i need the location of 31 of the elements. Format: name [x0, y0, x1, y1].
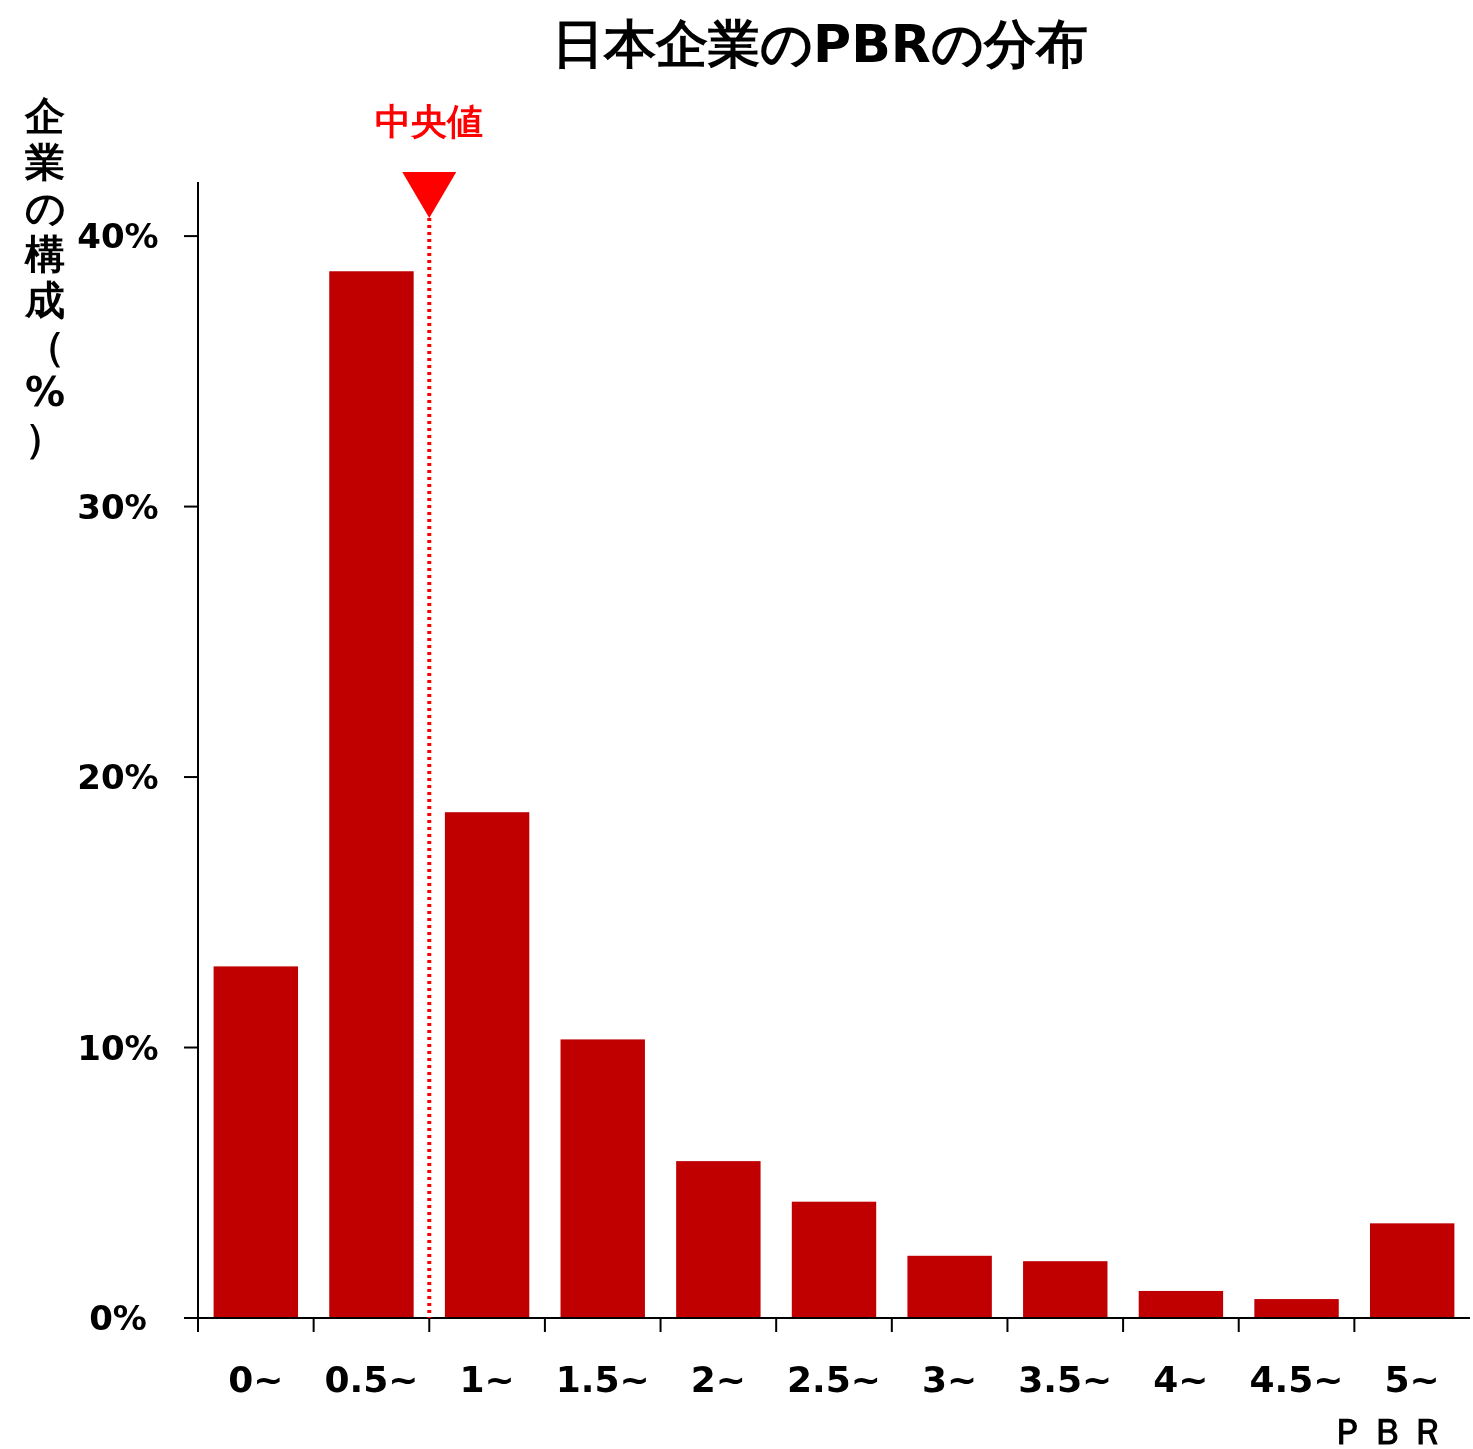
x-tick-label: 1.5~ — [555, 1359, 650, 1400]
bar — [676, 1161, 761, 1318]
y-axis-title: 企業の構成（%） — [24, 93, 66, 461]
x-tick-label: 1~ — [459, 1359, 515, 1400]
y-tick-label: 30% — [77, 486, 159, 527]
x-tick-label: 0.5~ — [324, 1359, 419, 1400]
x-tick-label: 5~ — [1384, 1359, 1440, 1400]
bar — [1369, 1223, 1455, 1318]
y-tick-label: 20% — [77, 757, 159, 798]
bar — [444, 812, 530, 1318]
x-tick-label: 2~ — [690, 1359, 746, 1400]
x-axis-title: ＰＢＲ — [1330, 1411, 1450, 1449]
x-tick-label: 4.5~ — [1249, 1359, 1344, 1400]
x-tick-label: 4~ — [1153, 1359, 1209, 1400]
x-tick-label: 3~ — [922, 1359, 978, 1400]
bar — [329, 271, 414, 1318]
bar — [791, 1201, 877, 1319]
bar — [1254, 1299, 1339, 1318]
bar — [1138, 1290, 1224, 1318]
y-tick-label: 10% — [77, 1027, 159, 1068]
bar — [213, 966, 299, 1318]
x-tick-label: 0~ — [228, 1359, 284, 1400]
y-tick-label: 0% — [89, 1298, 147, 1338]
x-tick-label: 3.5~ — [1018, 1359, 1113, 1400]
x-tick-label: 2.5~ — [787, 1359, 881, 1400]
ref-line-label: 中央値 — [375, 101, 484, 142]
chart-title: 日本企業のPBRの分布 — [552, 14, 1088, 74]
bar — [907, 1255, 992, 1318]
bar — [560, 1039, 645, 1318]
bar — [1023, 1261, 1108, 1318]
y-tick-label: 40% — [77, 216, 159, 257]
